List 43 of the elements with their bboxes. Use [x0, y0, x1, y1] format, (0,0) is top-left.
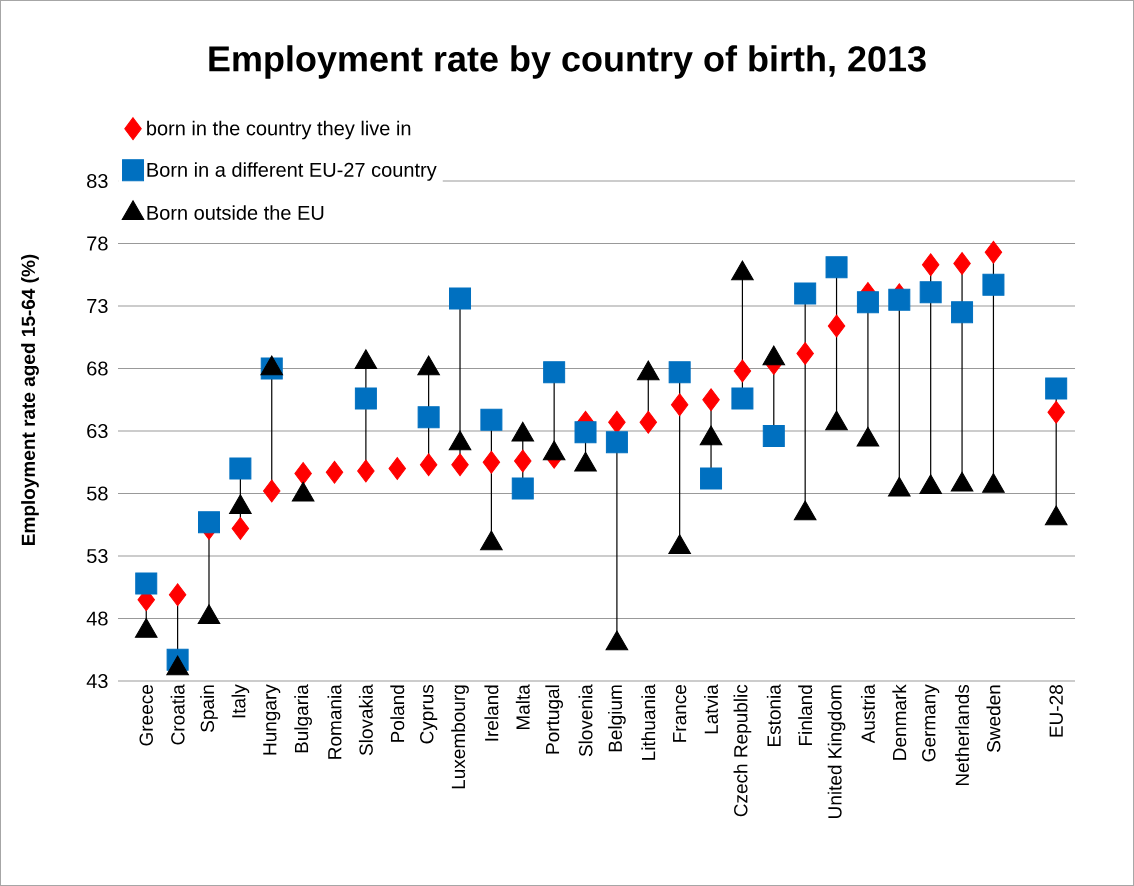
x-tick-label: Latvia [704, 684, 719, 734]
x-tick-label: Greece [139, 685, 153, 746]
x-tick-label: Spain [200, 685, 218, 732]
y-tick-label: 68 [87, 361, 108, 376]
x-tick-label: Bulgaria [294, 684, 312, 753]
legend-label: Born in a different EU-27 country [147, 162, 437, 181]
x-tick-label: Luxembourg [451, 685, 469, 789]
x-tick-label: Romania [327, 684, 342, 759]
x-tick-label: Lithuania [641, 684, 656, 760]
x-tick-label: Czech Republic [733, 684, 752, 817]
x-tick-label: Italy [231, 684, 250, 718]
y-tick-label: 58 [87, 486, 108, 501]
x-tick-label: Portugal [545, 685, 563, 754]
x-tick-label: Ireland [484, 685, 499, 741]
x-tick-label: Belgium [608, 685, 626, 752]
x-tick-label: Netherlands [955, 684, 970, 786]
y-tick-label: 73 [87, 298, 108, 314]
x-tick-label: Germany [922, 684, 940, 762]
y-tick-label: 83 [87, 173, 108, 189]
x-tick-label: Sweden [986, 685, 1001, 752]
x-tick-label: Croatia [170, 684, 185, 745]
x-tick-label: Denmark [892, 684, 907, 760]
chart-title: Employment rate by country of birth, 2013 [209, 45, 926, 79]
x-tick-label: EU-28 [1049, 685, 1063, 737]
legend-label: Born outside the EU [147, 205, 324, 220]
x-tick-label: France [673, 685, 687, 742]
x-tick-label: Malta [515, 684, 530, 730]
x-tick-label: United Kingdom [827, 685, 846, 818]
x-tick-label: Hungary [263, 684, 281, 755]
x-tick-label: Poland [390, 685, 405, 742]
y-tick-label: 48 [86, 611, 108, 626]
x-tick-label: Estonia [766, 684, 781, 747]
x-tick-label: Slovakia [358, 684, 373, 756]
y-axis-title: Employment rate aged 15-64 (%) [21, 254, 39, 545]
y-tick-label: 43 [86, 673, 108, 689]
y-tick-label: 78 [87, 236, 108, 251]
x-tick-label: Slovenia [578, 684, 593, 757]
x-tick-label: Finland [798, 685, 813, 745]
y-tick-label: 63 [87, 423, 108, 439]
x-tick-label: Cyprus [420, 684, 438, 744]
legend-label: born in the country they live in [147, 120, 411, 140]
y-tick-label: 53 [87, 548, 108, 564]
x-tick-label: Austria [860, 684, 875, 744]
